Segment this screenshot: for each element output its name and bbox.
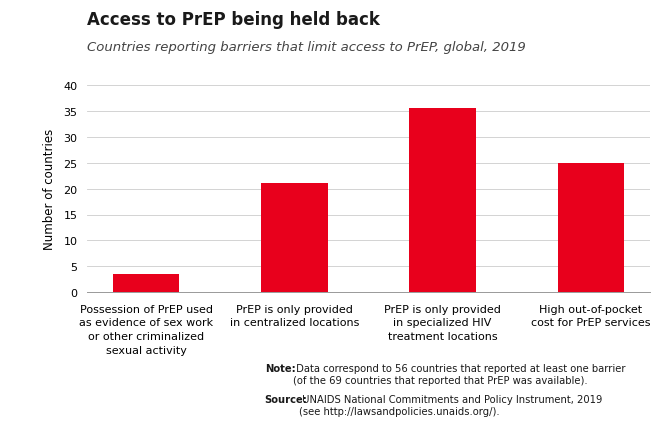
Bar (409, 109, 476, 292)
Text: Note:: Note: (265, 363, 295, 373)
Text: Data correspond to 56 countries that reported at least one barrier
(of the 69 co: Data correspond to 56 countries that rep… (293, 363, 625, 385)
Bar (113, 274, 180, 292)
Text: Access to PrEP being held back: Access to PrEP being held back (87, 11, 380, 29)
Text: Countries reporting barriers that limit access to PrEP, global, 2019: Countries reporting barriers that limit … (87, 41, 526, 54)
Y-axis label: Number of countries: Number of countries (44, 129, 56, 250)
Text: Source:: Source: (265, 394, 308, 404)
Bar (261, 184, 328, 292)
Bar (557, 163, 624, 292)
Text: UNAIDS National Commitments and Policy Instrument, 2019
(see http://lawsandpolic: UNAIDS National Commitments and Policy I… (299, 394, 603, 416)
